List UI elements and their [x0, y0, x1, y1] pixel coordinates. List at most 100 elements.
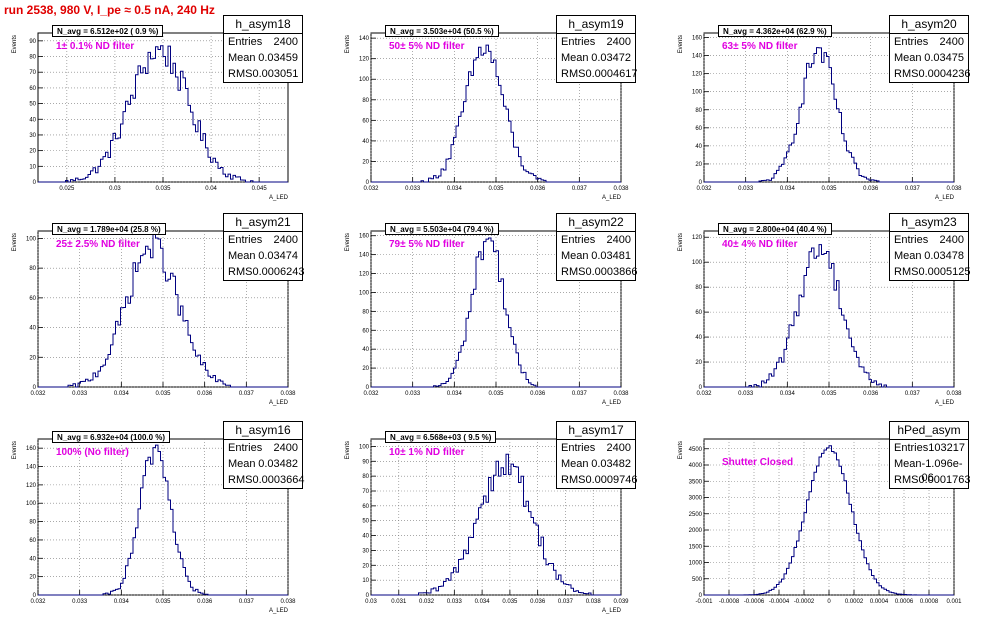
x-tick-label: 0.036	[863, 391, 879, 397]
y-tick-label: 30	[362, 548, 369, 554]
stat-value-mean: 0.03481	[591, 250, 631, 262]
y-tick-label: 80	[362, 474, 369, 480]
y-tick-label: 120	[26, 483, 37, 489]
x-tick-label: 0.034	[447, 391, 463, 397]
x-tick-label: 0.034	[475, 599, 491, 605]
y-tick-label: 120	[359, 57, 370, 63]
stat-label: Mean	[561, 250, 589, 262]
stat-row-mean: Mean 0.03475	[890, 50, 968, 66]
y-tick-label: 140	[692, 54, 703, 60]
y-tick-label: 160	[26, 446, 37, 452]
histogram-line	[704, 244, 954, 388]
y-axis-label: Events	[345, 233, 351, 251]
x-tick-label: 0.039	[613, 599, 629, 605]
y-tick-label: 40	[29, 117, 36, 123]
n-avg-box: N_avg = 1.789e+04 (25.8 %)	[52, 223, 166, 235]
x-tick-label: 0.038	[613, 186, 629, 192]
x-tick-label: 0.036	[530, 391, 546, 397]
x-tick-label: 0.033	[738, 391, 754, 397]
y-tick-label: 3000	[689, 496, 703, 502]
filter-label: 25± 2.5% ND filter	[56, 239, 140, 250]
histogram-line	[371, 44, 621, 183]
stat-box-title: h_asym16	[224, 422, 302, 440]
stat-value-entries: 2400	[939, 36, 964, 48]
x-tick-label: 0.032	[30, 391, 46, 397]
x-tick-label: 0.037	[905, 391, 921, 397]
histogram-line	[371, 453, 621, 596]
y-tick-label: 0	[699, 385, 703, 391]
x-tick-label: 0.033	[405, 391, 421, 397]
stat-label: RMS	[894, 68, 919, 80]
stat-row-mean: Mean 0.03481	[557, 248, 635, 264]
stat-label: Mean	[894, 458, 922, 470]
stat-box-title: hPed_asym	[890, 422, 968, 440]
y-tick-label: 80	[695, 108, 702, 114]
y-tick-label: 70	[29, 70, 36, 76]
y-tick-label: 120	[692, 235, 703, 241]
x-tick-label: 0.038	[946, 391, 962, 397]
y-tick-label: 3500	[689, 479, 703, 485]
n-avg-box: N_avg = 3.503e+04 (50.5 %)	[385, 25, 499, 37]
y-tick-label: 60	[29, 86, 36, 92]
x-axis-label: A_LED	[935, 400, 955, 406]
stat-row-rms: RMS 0.0004236	[890, 66, 970, 82]
y-tick-label: 0	[33, 180, 37, 186]
y-tick-label: 160	[692, 36, 703, 42]
y-axis-label: Events	[678, 441, 684, 459]
stat-row-entries: Entries 2400	[224, 440, 302, 456]
x-tick-label: 0.033	[72, 391, 88, 397]
y-tick-label: 0	[33, 385, 37, 391]
x-tick-label: -0.001	[695, 599, 713, 605]
x-axis-label: A_LED	[602, 195, 622, 201]
stat-value-entries: 2400	[273, 36, 298, 48]
stat-row-rms: RMS 0.0005125	[890, 264, 970, 280]
stat-box: h_asym21 Entries 2400 Mean 0.03474 RMS 0.00062…	[223, 213, 304, 281]
stat-value-rms: 0.0003664	[252, 474, 305, 486]
y-tick-label: 80	[362, 98, 369, 104]
x-axis-label: A_LED	[602, 400, 622, 406]
stat-label: RMS	[894, 266, 919, 278]
x-tick-label: 0.035	[488, 391, 504, 397]
x-tick-label: 0.032	[696, 391, 712, 397]
stat-value-rms: 0.0004617	[585, 68, 638, 80]
stat-value-mean: 0.03472	[591, 52, 631, 64]
y-tick-label: 10	[29, 164, 36, 170]
stat-label: Entries	[894, 442, 929, 454]
stat-label: Mean	[228, 52, 256, 64]
x-tick-label: 0.035	[488, 186, 504, 192]
stat-value-mean: 0.03459	[258, 52, 298, 64]
stat-box-title: h_asym18	[224, 16, 302, 34]
stat-row-mean: Mean -1.096e-06	[890, 456, 968, 484]
x-tick-label: 0.035	[502, 599, 518, 605]
x-tick-label: 0.038	[280, 599, 296, 605]
x-tick-label: 0.037	[572, 391, 588, 397]
y-axis-label: Events	[345, 441, 351, 459]
x-axis-label: A_LED	[602, 608, 622, 614]
x-tick-label: 0.034	[114, 391, 130, 397]
filter-label: 100% (No filter)	[56, 447, 129, 458]
y-tick-label: 500	[692, 577, 703, 583]
stat-row-rms: RMS 0.0009746	[557, 472, 637, 488]
stat-label: Mean	[894, 52, 922, 64]
stat-row-rms: RMS 0.0003664	[224, 472, 305, 488]
x-tick-label: 0.032	[363, 391, 379, 397]
stat-value-entries: 2400	[273, 234, 298, 246]
x-tick-label: 0.038	[613, 391, 629, 397]
x-tick-label: 0.035	[155, 599, 171, 605]
x-tick-label: -0.0002	[794, 599, 815, 605]
x-tick-label: 0.033	[738, 186, 754, 192]
stat-row-entries: Entries 2400	[890, 232, 968, 248]
stat-value-mean: 0.03474	[258, 250, 298, 262]
stat-row-mean: Mean 0.03459	[224, 50, 302, 66]
x-tick-label: 0.037	[239, 599, 255, 605]
x-tick-label: 0.037	[239, 391, 255, 397]
x-tick-label: 0.034	[780, 391, 796, 397]
stat-label: Mean	[228, 458, 256, 470]
x-tick-label: 0.034	[114, 599, 130, 605]
filter-label: 50± 5% ND filter	[389, 41, 465, 52]
y-tick-label: 20	[362, 366, 369, 372]
y-tick-label: 20	[29, 149, 36, 155]
stat-label: Entries	[561, 234, 596, 246]
x-tick-label: 0.037	[572, 186, 588, 192]
y-tick-label: 4500	[689, 447, 703, 453]
